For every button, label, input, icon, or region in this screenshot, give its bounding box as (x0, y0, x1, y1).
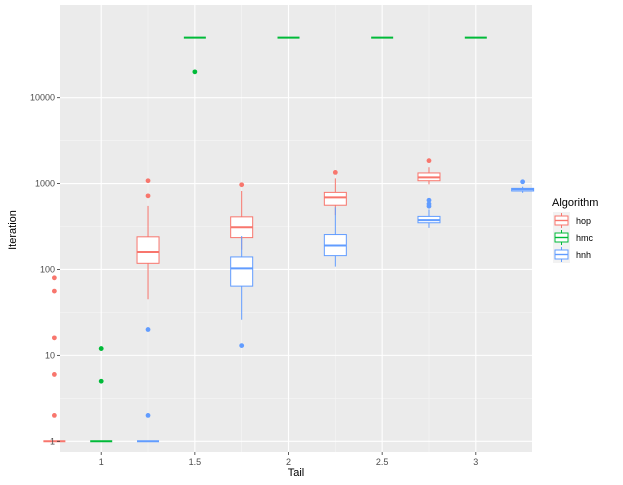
outlier-point (239, 343, 245, 348)
box-hop (136, 178, 160, 300)
box-body (136, 236, 160, 264)
x-tick-label: 1.5 (189, 457, 202, 467)
outlier-point (51, 275, 57, 281)
legend-key-hnh (553, 246, 570, 263)
x-axis-ticks: 1 1.5 2 2.5 3 (99, 452, 478, 467)
legend-label-hop: hop (576, 216, 591, 226)
box-hnh (511, 179, 535, 193)
x-tick-label: 1 (99, 457, 104, 467)
outlier-point (192, 69, 198, 75)
y-axis-ticks: 1 10 100 1000 10000 (30, 93, 60, 446)
x-tick-label: 3 (473, 457, 478, 467)
box-body (230, 256, 254, 287)
x-tick-label: 2 (286, 457, 291, 467)
y-tick-label: 100 (40, 264, 55, 274)
legend-label-hmc: hmc (576, 233, 594, 243)
box-hop (43, 275, 66, 443)
legend-key-hmc (553, 229, 570, 246)
outlier-point (51, 413, 57, 418)
box-hnh (417, 197, 441, 228)
x-tick-label: 2.5 (376, 457, 389, 467)
y-tick-label: 1000 (35, 179, 55, 189)
outlier-point (426, 158, 432, 164)
box-hmc (183, 36, 206, 75)
y-tick-label: 1 (50, 436, 55, 446)
outlier-point (520, 179, 526, 185)
outlier-point (51, 288, 57, 294)
box-hop (417, 158, 441, 185)
major-gridlines (60, 5, 532, 452)
outlier-point (145, 193, 151, 199)
box-body (323, 191, 347, 206)
y-tick-label: 10000 (30, 93, 55, 103)
outlier-point (145, 178, 151, 184)
box-hnh (137, 327, 160, 443)
box-hnh (230, 236, 254, 348)
outlier-point (98, 346, 104, 351)
y-axis-title: Iteration (7, 210, 19, 250)
box-hnh (323, 207, 347, 267)
x-axis-title: Tail (288, 467, 305, 479)
outlier-point (145, 327, 151, 332)
outlier-point (239, 182, 245, 188)
outlier-point (332, 169, 338, 175)
outlier-point (426, 201, 432, 207)
box-hmc (90, 346, 113, 443)
outlier-point (145, 413, 151, 418)
plot-marks (43, 36, 535, 443)
outlier-point (98, 378, 104, 384)
legend-key-hop (553, 212, 570, 229)
legend: Algorithm hop hmc hnh (552, 197, 598, 263)
outlier-point (426, 197, 432, 203)
legend-label-hnh: hnh (576, 250, 591, 260)
outlier-point (51, 335, 57, 341)
outlier-point (51, 372, 57, 377)
legend-title: Algorithm (552, 197, 598, 209)
panel-background (60, 5, 532, 452)
y-tick-label: 10 (45, 350, 55, 360)
